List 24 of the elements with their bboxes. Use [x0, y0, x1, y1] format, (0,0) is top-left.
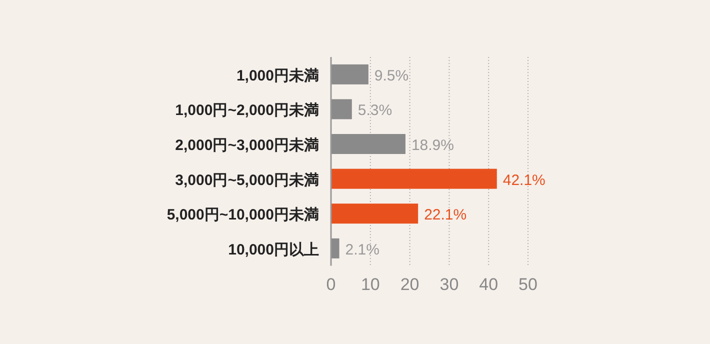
y-tick-label: 10,000円以上: [228, 241, 319, 258]
y-tick-label: 2,000円~3,000円未満: [175, 137, 319, 154]
data-label: 9.5%: [374, 67, 409, 84]
x-tick-label: 20: [400, 274, 420, 294]
y-tick-label: 1,000円~2,000円未満: [175, 102, 319, 120]
bar: [331, 168, 497, 189]
data-label: 2.1%: [345, 241, 380, 258]
data-label: 18.9%: [411, 137, 454, 154]
y-tick-label: 3,000円~5,000円未満: [175, 172, 319, 189]
x-tick-label: 0: [326, 274, 336, 294]
bar: [331, 99, 352, 120]
bar: [331, 64, 368, 84]
bar: [331, 238, 340, 258]
x-tick-label: 50: [518, 274, 538, 294]
data-label: 5.3%: [358, 102, 392, 120]
x-tick-label: 30: [440, 274, 459, 294]
bar: [331, 204, 418, 224]
y-tick-label: 1,000円未満: [236, 67, 319, 84]
data-label: 22.1%: [424, 206, 467, 224]
bar: [331, 134, 406, 154]
x-tick-label: 10: [360, 274, 380, 294]
y-tick-label: 5,000円~10,000円未満: [166, 206, 319, 224]
x-tick-label: 40: [479, 274, 498, 294]
data-label: 42.1%: [502, 172, 546, 189]
